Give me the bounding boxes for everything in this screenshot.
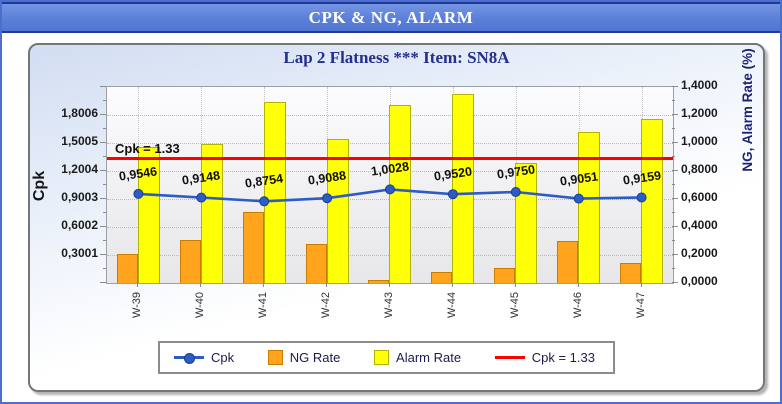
chart-title: Lap 2 Flatness *** Item: SN8A bbox=[283, 48, 510, 67]
legend-label: Alarm Rate bbox=[396, 350, 462, 365]
legend: Cpk NG Rate Alarm Rate Cpk = 1.33 bbox=[158, 341, 615, 374]
bar-alarm-rate bbox=[200, 144, 223, 283]
title-bar: CPK & NG, ALARM bbox=[2, 2, 780, 33]
bar-alarm-rate bbox=[578, 131, 601, 283]
bar-group-W-44 bbox=[421, 87, 484, 283]
cpk-target-line bbox=[107, 157, 673, 161]
bar-group-W-39 bbox=[107, 87, 170, 283]
bar-group-W-40 bbox=[170, 87, 233, 283]
bar-alarm-rate bbox=[452, 94, 475, 283]
bar-ng-rate bbox=[620, 263, 642, 283]
bar-ng-rate bbox=[305, 243, 327, 283]
legend-label: Cpk = 1.33 bbox=[531, 350, 595, 365]
legend-ref-line-swatch bbox=[494, 356, 525, 359]
bar-ng-rate bbox=[494, 267, 516, 283]
cpk-marker bbox=[259, 196, 270, 207]
legend-label: Cpk bbox=[211, 350, 235, 365]
cpk-line-series bbox=[133, 184, 647, 207]
bar-group-W-42 bbox=[296, 87, 359, 283]
legend-item-ng-rate: NG Rate bbox=[267, 350, 341, 365]
bar-alarm-rate bbox=[326, 138, 349, 283]
cpk-marker bbox=[573, 193, 584, 204]
bar-ng-rate bbox=[116, 253, 138, 283]
bar-group-W-41 bbox=[233, 87, 296, 283]
bar-ng-rate bbox=[242, 211, 264, 283]
legend-item-cpk: Cpk bbox=[174, 350, 234, 365]
legend-item-cpk-1-33: Cpk = 1.33 bbox=[494, 350, 595, 365]
bar-ng-rate bbox=[368, 280, 390, 283]
legend-item-alarm-rate: Alarm Rate bbox=[374, 350, 461, 365]
plot-area: 0,9546 0,9148 0,8754 0,9088 1,0028 0,9520 0,97… bbox=[106, 86, 674, 284]
right-axis-title: NG, Alarm Rate (%) bbox=[739, 48, 755, 172]
cpk-marker bbox=[636, 192, 647, 203]
cpk-marker bbox=[196, 192, 207, 203]
cpk-target-annotation: Cpk = 1.33 bbox=[115, 141, 180, 156]
bar-ng-rate bbox=[179, 239, 201, 283]
bar-alarm-rate bbox=[137, 147, 160, 283]
bar-ng-rate bbox=[557, 241, 579, 283]
legend-square-swatch bbox=[267, 350, 283, 365]
bar-ng-rate bbox=[431, 271, 453, 283]
cpk-marker bbox=[385, 184, 395, 195]
cpk-marker bbox=[510, 187, 521, 197]
legend-line-marker-swatch bbox=[174, 352, 204, 364]
cpk-marker bbox=[133, 188, 144, 199]
legend-square-swatch bbox=[374, 350, 390, 365]
bar-alarm-rate bbox=[263, 102, 286, 283]
cpk-marker bbox=[447, 189, 458, 200]
left-axis-title: Cpk bbox=[31, 170, 48, 202]
cpk-marker bbox=[322, 193, 333, 204]
window-title: CPK & NG, ALARM bbox=[308, 7, 474, 27]
legend-label: NG Rate bbox=[289, 350, 341, 365]
bar-group-W-46 bbox=[547, 87, 610, 283]
